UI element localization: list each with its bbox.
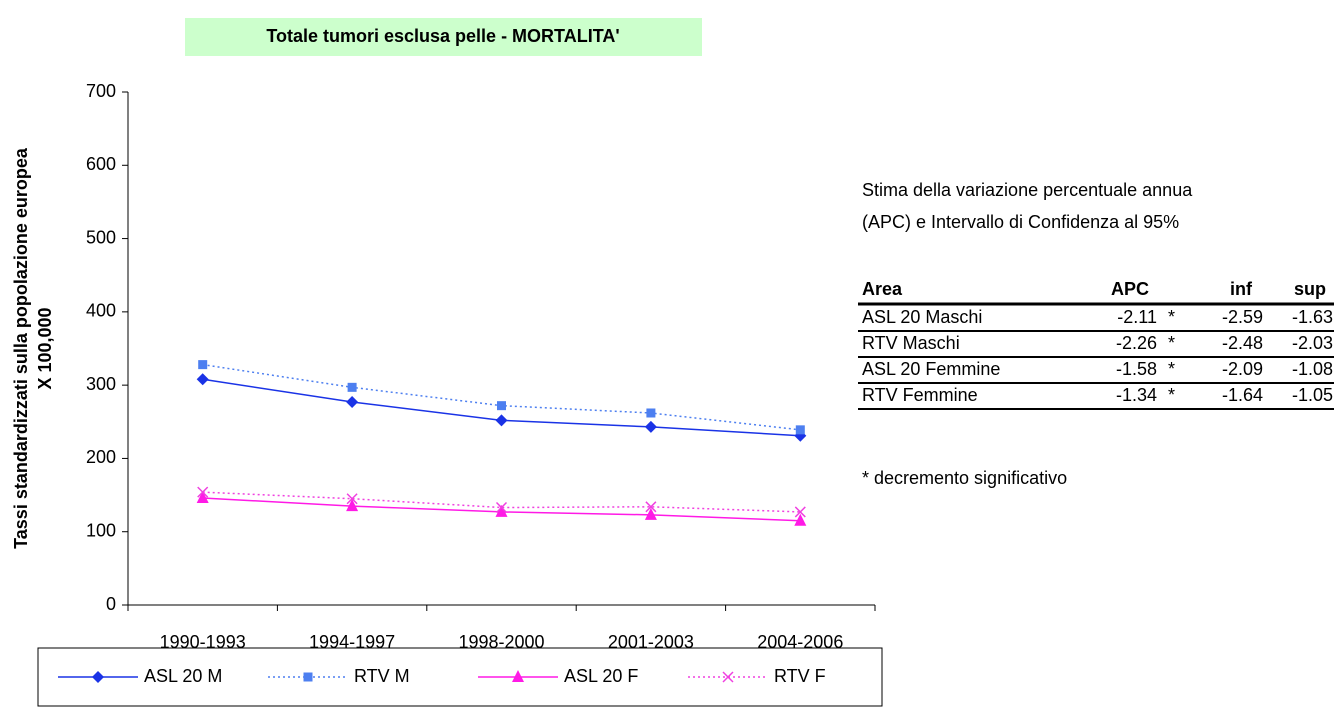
- marker: [644, 420, 657, 433]
- table-cell: -1.64: [1222, 385, 1263, 405]
- marker: [495, 504, 508, 517]
- table-cell: -2.09: [1222, 359, 1263, 379]
- footnote: * decremento significativo: [862, 468, 1067, 488]
- table-header: inf: [1230, 279, 1253, 299]
- title-box: [185, 18, 702, 56]
- marker: [512, 670, 524, 682]
- marker: [794, 513, 807, 526]
- legend-box: [37, 647, 883, 707]
- marker: [196, 491, 209, 504]
- marker: [497, 401, 506, 411]
- table-cell: *: [1168, 307, 1175, 327]
- y-tick-label: 200: [86, 447, 116, 467]
- table-header: sup: [1294, 279, 1326, 299]
- marker: [346, 499, 359, 512]
- table-cell: *: [1168, 385, 1175, 405]
- legend-label: ASL 20 M: [144, 666, 222, 686]
- table-cell: ASL 20 Maschi: [862, 307, 982, 327]
- table-header: Area: [862, 279, 903, 299]
- y-axis-label: X 100,000: [35, 307, 55, 389]
- y-tick-label: 0: [106, 594, 116, 614]
- marker: [92, 671, 104, 683]
- marker: [346, 493, 358, 505]
- y-tick-label: 500: [86, 227, 116, 247]
- table-header: APC: [1111, 279, 1149, 299]
- y-tick-label: 100: [86, 520, 116, 540]
- table-cell: -1.08: [1292, 359, 1333, 379]
- marker: [198, 360, 208, 370]
- marker: [495, 414, 508, 427]
- chart-title: Totale tumori esclusa pelle - MORTALITA': [266, 26, 619, 46]
- table-cell: *: [1168, 333, 1175, 353]
- table-cell: -1.34: [1116, 385, 1157, 405]
- table-cell: -2.48: [1222, 333, 1263, 353]
- note: Stima della variazione percentuale annua: [862, 180, 1193, 200]
- y-tick-label: 700: [86, 81, 116, 101]
- marker: [722, 671, 734, 683]
- y-tick-label: 600: [86, 154, 116, 174]
- y-tick-label: 400: [86, 301, 116, 321]
- table-cell: RTV Maschi: [862, 333, 960, 353]
- x-tick-label: 1994-1997: [309, 632, 395, 652]
- table-cell: -1.63: [1292, 307, 1333, 327]
- table-cell: ASL 20 Femmine: [862, 359, 1000, 379]
- table-cell: -1.05: [1292, 385, 1333, 405]
- marker: [794, 506, 806, 518]
- marker: [347, 382, 357, 392]
- table-cell: RTV Femmine: [862, 385, 978, 405]
- marker: [646, 408, 656, 418]
- x-tick-label: 2001-2003: [608, 632, 694, 652]
- marker: [795, 425, 805, 435]
- table-cell: -2.03: [1292, 333, 1333, 353]
- table-cell: -1.58: [1116, 359, 1157, 379]
- marker: [644, 507, 657, 520]
- marker: [645, 501, 657, 513]
- legend-label: ASL 20 F: [564, 666, 638, 686]
- table-cell: *: [1168, 359, 1175, 379]
- marker: [303, 672, 313, 682]
- marker: [495, 501, 508, 514]
- y-tick-label: 300: [86, 374, 116, 394]
- x-tick-label: 2004-2006: [757, 632, 843, 652]
- table-cell: -2.11: [1117, 307, 1157, 327]
- x-tick-label: 1990-1993: [160, 632, 246, 652]
- legend-label: RTV F: [774, 666, 826, 686]
- marker: [196, 373, 209, 386]
- table-cell: -2.26: [1116, 333, 1157, 353]
- y-axis-label: Tassi standardizzati sulla popolazione e…: [11, 147, 31, 549]
- x-tick-label: 1998-2000: [458, 632, 544, 652]
- table-cell: -2.59: [1222, 307, 1263, 327]
- note: (APC) e Intervallo di Confidenza al 95%: [862, 212, 1179, 232]
- marker: [197, 486, 209, 498]
- legend-label: RTV M: [354, 666, 410, 686]
- marker: [346, 395, 359, 408]
